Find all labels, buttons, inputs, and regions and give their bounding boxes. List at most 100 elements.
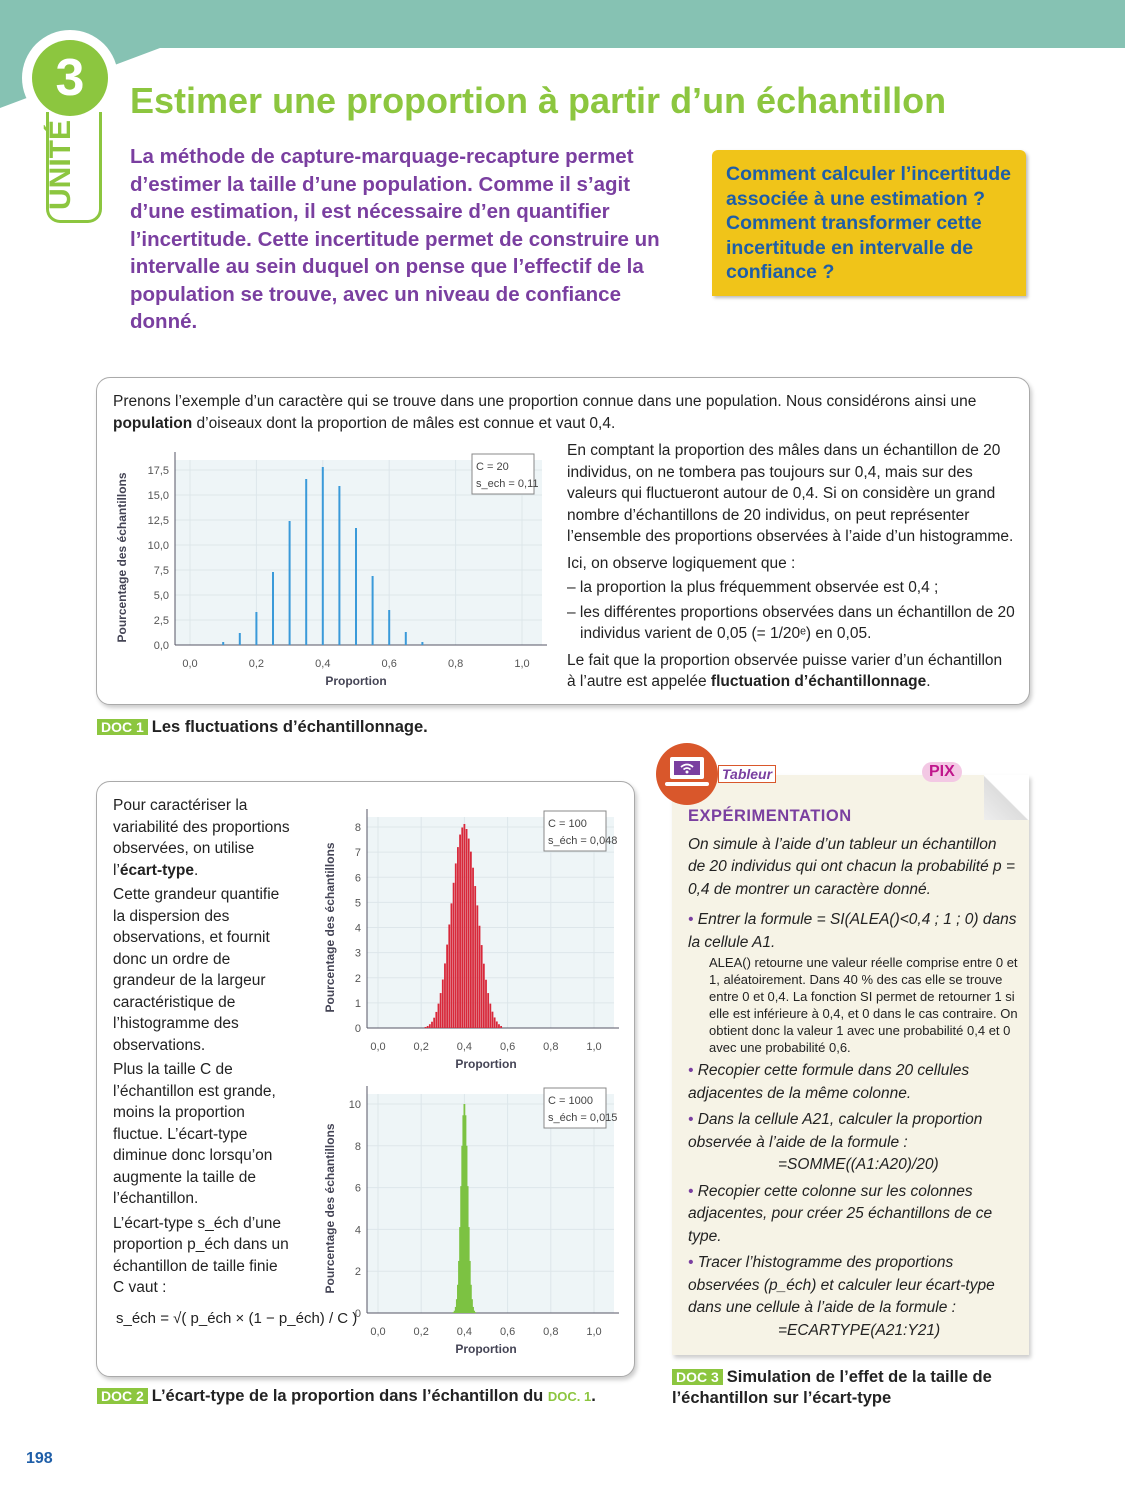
- histogram-bar: [321, 467, 324, 645]
- intro-text: La méthode de capture-marquage-recapture…: [130, 145, 660, 333]
- y-tick-label: 17,5: [148, 465, 169, 477]
- x-tick-label: 0,4: [457, 1326, 472, 1338]
- histogram-bar: [485, 979, 487, 1028]
- doc-reference-link[interactable]: DOC. 1: [547, 1389, 592, 1404]
- y-tick-label: 6: [355, 1183, 361, 1195]
- unit-tab: [46, 112, 102, 223]
- y-tick-label: 8: [355, 1141, 361, 1153]
- y-tick-label: 0,0: [154, 640, 169, 652]
- doc-tag: DOC 1: [97, 719, 148, 735]
- histogram-bar: [474, 886, 477, 1028]
- histogram-c100: 0 1 2 3 4 5 6 7 8 0,0 0,2 0,4 0,6 0,8 1,0 Proportion Pou…: [323, 809, 619, 1071]
- x-tick-label: 0,8: [543, 1326, 558, 1338]
- y-tick-label: 8: [355, 822, 361, 834]
- bullet-text: Tracer l’histogramme des proportions obs…: [688, 1254, 995, 1316]
- laptop-icon: [656, 743, 718, 805]
- paragraph: En comptant la proportion des mâles dans…: [567, 442, 1014, 545]
- pix-badge: PIX: [922, 762, 962, 782]
- histogram-bar: [465, 829, 468, 1028]
- histogram-bar: [437, 1003, 440, 1028]
- x-axis-label: Proportion: [325, 674, 386, 688]
- histogram-bar: [478, 925, 481, 1028]
- doc1-caption: DOC 1 Les fluctuations d’échantillonnage.: [97, 718, 428, 737]
- bullet: • Recopier cette colonne sur les colonne…: [688, 1182, 993, 1245]
- bullet: • Dans la cellule A21, calculer la propo…: [688, 1111, 983, 1151]
- histogram-c1000: 0 2 4 6 8 10 0,0 0,2 0,4 0,6 0,8 1,0 Proportion Pourc…: [323, 1086, 619, 1356]
- y-tick-label: 7: [355, 847, 361, 859]
- doc-tag: DOC 2: [97, 1388, 148, 1404]
- histogram-bar: [468, 1260, 471, 1313]
- x-axis-label: Proportion: [455, 1342, 516, 1356]
- tableur-badge: Tableur: [718, 765, 777, 783]
- histogram-bar: [338, 486, 341, 645]
- x-tick-label: 1,0: [586, 1041, 601, 1053]
- histogram-bar: [472, 1306, 474, 1313]
- histogram-bar: [255, 612, 258, 645]
- histogram-bar: [452, 882, 455, 1028]
- legend-entry: s_ech = 0,11: [476, 478, 538, 490]
- legend-entry: s_éch = 0,048: [548, 835, 617, 847]
- plot-background: [367, 1094, 614, 1313]
- x-tick-label: 0,6: [500, 1326, 515, 1338]
- doc1-intro: Prenons l’exemple d’un caractère qui se …: [113, 391, 1018, 434]
- page-title: Estimer une proportion à partir d’un éch…: [130, 80, 947, 121]
- bullet-text: Recopier cette formule dans 20 cellules …: [688, 1062, 970, 1102]
- y-tick-label: 5: [355, 897, 361, 909]
- page-fold: [984, 775, 1029, 820]
- histogram-bar: [455, 1299, 458, 1313]
- legend-entry: C = 100: [548, 818, 587, 830]
- histogram-bar: [469, 1284, 472, 1313]
- x-tick-label: 0,2: [249, 658, 264, 670]
- histogram-bar: [471, 1299, 473, 1313]
- y-tick-label: 2,5: [154, 615, 169, 627]
- unit-number: 3: [32, 40, 108, 116]
- histogram-bar: [476, 905, 479, 1028]
- x-tick-label: 0,2: [414, 1326, 429, 1338]
- unit-label: UNITÉ: [44, 120, 77, 210]
- legend-entry: C = 1000: [548, 1095, 593, 1107]
- histogram-bar: [458, 1260, 460, 1313]
- histogram-bar: [355, 528, 357, 645]
- histogram-bar: [305, 479, 308, 645]
- y-tick-label: 10: [349, 1099, 361, 1111]
- histogram-bar: [461, 827, 464, 1028]
- histogram-bar: [459, 834, 461, 1028]
- bullet-text: Entrer la formule = SI(ALEA()<0,4 ; 1 ; …: [688, 911, 1017, 951]
- y-tick-label: 7,5: [154, 565, 169, 577]
- legend-entry: s_éch = 0,015: [548, 1112, 617, 1124]
- keyword: écart-type: [119, 861, 194, 879]
- doc-tag: DOC 3: [672, 1369, 723, 1385]
- keyword: fluctuation d’échantillonnage: [710, 673, 927, 690]
- histogram-bar: [448, 924, 451, 1028]
- histogram-bar: [454, 863, 457, 1028]
- y-tick-label: 10,0: [148, 540, 169, 552]
- page-number: 198: [26, 1450, 53, 1467]
- doc1-explanation: En comptant la proportion des mâles dans…: [567, 440, 1015, 693]
- paragraph: Ici, on observe logiquement que :: [567, 554, 796, 572]
- x-tick-label: 1,0: [514, 658, 529, 670]
- histogram-bar: [444, 963, 446, 1028]
- paragraph: Cette grandeur quantifie la dispersion d…: [113, 886, 280, 1054]
- question-box: Comment calculer l’incertitude associée …: [712, 150, 1026, 296]
- text: Pour caractériser la variabilité des pro…: [113, 797, 290, 879]
- x-tick-label: 1,0: [586, 1326, 601, 1338]
- histogram-c20: 0,0 2,5 5,0 7,5 10,0 12,5 15,0 17,5 0,0 0,2 0,4 0,6…: [115, 452, 547, 688]
- paragraph: Pour caractériser la variabilité des pro…: [113, 795, 293, 881]
- y-axis-label: Pourcentage des échantillons: [323, 842, 337, 1012]
- y-tick-label: 4: [355, 1224, 361, 1236]
- histogram-bar: [495, 1021, 498, 1028]
- histogram-bar: [450, 903, 453, 1028]
- histogram-bar: [435, 1011, 438, 1028]
- text: Le fait que la proportion observée puiss…: [567, 651, 1003, 691]
- bullet-text: Dans la cellule A21, calculer la proport…: [688, 1111, 983, 1151]
- histogram-bar: [461, 1145, 464, 1313]
- doc1-box: [96, 377, 1030, 705]
- histogram-bar: [371, 576, 374, 645]
- y-tick-label: 0: [355, 1308, 361, 1320]
- histogram-bar: [222, 642, 225, 645]
- y-tick-label: 15,0: [148, 490, 169, 502]
- paragraph: Le fait que la proportion observée puiss…: [567, 650, 1015, 693]
- histogram-bar: [424, 1026, 427, 1028]
- histogram-bar: [460, 1186, 463, 1313]
- histogram-bar: [453, 1310, 456, 1313]
